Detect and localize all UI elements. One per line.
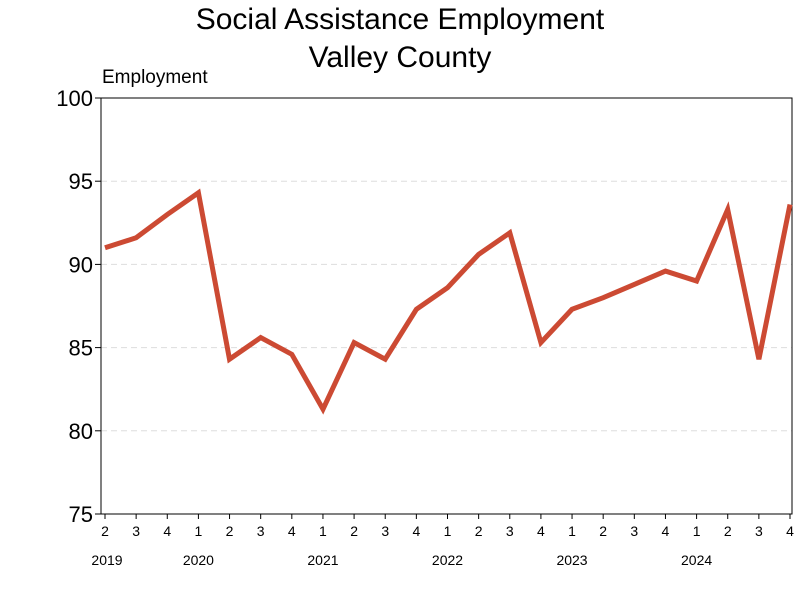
x-tick-label: 4 [662,523,670,539]
x-tick-label: 1 [319,523,327,539]
x-tick-label: 3 [755,523,763,539]
y-tick-label: 80 [69,419,93,444]
year-label: 2024 [681,552,712,568]
series-line [104,188,793,415]
series-layer [104,188,793,415]
x-tick-label: 2 [475,523,483,539]
x-axis: 2 3 4 1 2 3 4 1 2 3 4 1 2 3 4 1 2 3 4 1 2 3 4 2019 2020 2021 2022 2… [91,514,794,568]
x-tick-label: 4 [163,523,171,539]
x-tick-label: 3 [506,523,514,539]
year-label: 2020 [183,552,214,568]
chart-subtitle: Valley County [308,41,492,74]
y-tick-label: 85 [69,336,93,361]
x-tick-label: 3 [630,523,638,539]
y-tick-label: 75 [69,502,93,527]
y-tick-label: 100 [56,86,93,111]
x-tick-label: 3 [132,523,140,539]
x-tick-label: 1 [568,523,576,539]
x-tick-label: 1 [693,523,701,539]
x-tick-label: 4 [412,523,420,539]
x-tick-label: 1 [444,523,452,539]
x-tick-label: 4 [786,523,794,539]
gridlines [101,180,792,432]
x-tick-label: 2 [599,523,607,539]
x-tick-label: 4 [288,523,296,539]
x-tick-label: 4 [537,523,545,539]
y-axis: 75 80 85 90 95 100 [56,86,101,527]
x-tick-label: 2 [724,523,732,539]
year-label: 2019 [91,552,122,568]
plot-frame [100,97,793,515]
year-label: 2023 [556,552,587,568]
y-tick-label: 90 [69,252,93,277]
y-axis-label: Employment [102,67,208,88]
year-label: 2022 [432,552,463,568]
x-tick-label: 3 [257,523,265,539]
y-tick-label: 95 [69,169,93,194]
x-tick-label: 2 [101,523,109,539]
x-tick-label: 2 [226,523,234,539]
x-tick-label: 3 [381,523,389,539]
year-label: 2021 [307,552,338,568]
x-tick-label: 2 [350,523,358,539]
chart-title: Social Assistance Employment [195,3,605,36]
x-tick-label: 1 [195,523,203,539]
